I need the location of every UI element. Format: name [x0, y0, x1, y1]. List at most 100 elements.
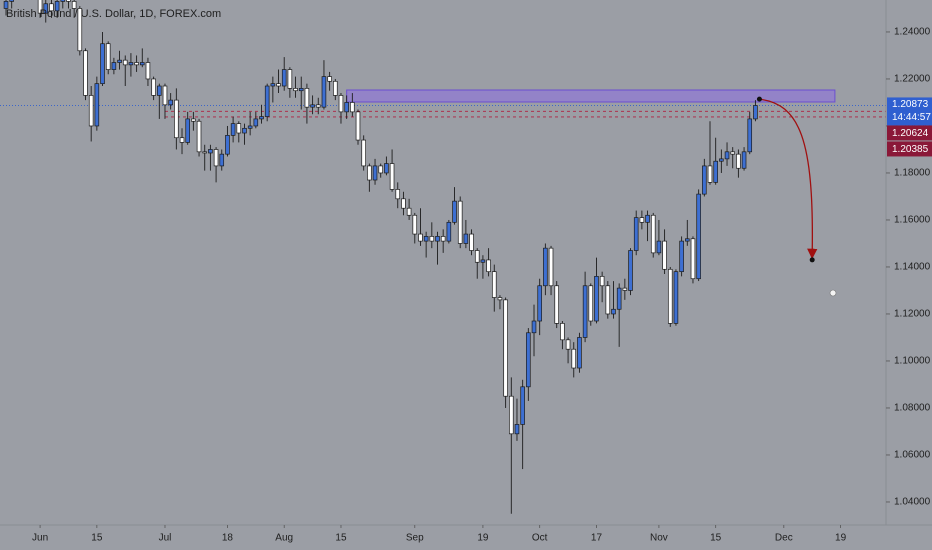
candle-body: [315, 104, 321, 108]
candle-body: [37, 0, 43, 14]
candle-body: [378, 165, 384, 174]
candle-body: [594, 276, 599, 322]
candle-body: [60, 0, 66, 2]
candle-body: [350, 102, 355, 113]
candle-body: [333, 80, 338, 96]
candle-body: [83, 50, 88, 96]
y-tick-label: 1.18000: [894, 168, 931, 179]
candle-body: [310, 104, 315, 108]
y-tick-label: 1.24000: [894, 27, 931, 38]
level-price-label: 1.20624: [892, 128, 929, 139]
x-tick-label: Oct: [532, 533, 548, 544]
candle-body: [531, 320, 537, 334]
candle-body: [304, 88, 310, 108]
x-tick-label: 15: [335, 533, 347, 544]
y-tick-label: 1.22000: [894, 74, 931, 85]
candle-body: [605, 285, 611, 315]
x-tick-label: Jul: [159, 533, 172, 544]
candle-body: [667, 268, 673, 324]
candle-body: [469, 233, 474, 251]
candle-body: [628, 250, 633, 291]
candle-body: [355, 111, 361, 141]
candle-body: [645, 214, 650, 223]
chart-title: British Pound / U.S. Dollar, 1D, FOREX.c…: [6, 8, 221, 20]
candle-body: [685, 238, 690, 242]
candle-body: [43, 3, 49, 14]
candle-body: [713, 160, 718, 183]
candle-body: [736, 153, 741, 169]
candle-body: [128, 62, 134, 66]
arrow-end-dot: [809, 257, 815, 263]
candle-body: [543, 247, 548, 287]
candle-body: [639, 217, 645, 223]
candle-body: [88, 95, 94, 127]
candle-body: [401, 198, 406, 209]
candle-body: [230, 123, 236, 136]
candle-body: [440, 236, 446, 242]
candle-body: [446, 221, 452, 242]
y-tick-label: 1.16000: [894, 215, 931, 226]
x-tick-label: 15: [91, 533, 103, 544]
y-tick-label: 1.08000: [894, 403, 931, 414]
x-tick-label: 15: [710, 533, 722, 544]
x-tick-label: Sep: [406, 533, 424, 544]
candle-body: [49, 3, 54, 12]
candle-body: [599, 276, 605, 287]
candle-body: [338, 95, 344, 113]
candle-body: [491, 271, 497, 298]
candle-body: [582, 285, 588, 338]
y-tick-label: 1.12000: [894, 309, 931, 320]
candle-body: [418, 233, 423, 242]
y-tick-label: 1.04000: [894, 497, 931, 508]
candle-body: [372, 165, 378, 181]
candle-body: [520, 386, 525, 425]
candle-body: [185, 118, 190, 143]
candle-body: [3, 1, 9, 9]
candle-body: [611, 308, 616, 315]
candle-body: [191, 118, 196, 122]
y-tick-label: 1.10000: [894, 356, 931, 367]
candle-body: [77, 8, 83, 52]
candle-body: [196, 120, 202, 153]
candle-body: [633, 217, 639, 251]
candle-body: [526, 332, 531, 388]
candle-body: [724, 151, 730, 160]
candle-body: [560, 323, 565, 341]
candle-body: [105, 43, 111, 70]
candle-body: [174, 99, 179, 139]
candle-body: [719, 158, 724, 162]
candle-body: [219, 153, 225, 167]
candle-body: [474, 250, 480, 263]
level-price-box: [887, 141, 932, 157]
candle-body: [429, 236, 435, 242]
x-tick-label: Aug: [275, 533, 293, 544]
candle-body: [537, 285, 542, 322]
candle-body: [122, 59, 128, 66]
candle-body: [565, 339, 571, 350]
candle-body: [162, 85, 168, 106]
candle-body: [503, 299, 508, 397]
candle-body: [259, 116, 264, 120]
candle-body: [423, 236, 429, 242]
candle-body: [9, 0, 14, 2]
candle-body: [151, 78, 156, 96]
candle-body: [145, 62, 151, 80]
candle-body: [225, 135, 230, 155]
candle-body: [707, 165, 713, 183]
candle-body: [287, 69, 293, 89]
candle-body: [270, 83, 276, 87]
candle-body: [588, 285, 594, 322]
candle-body: [361, 139, 366, 167]
candle-body: [367, 165, 372, 181]
candle-body: [662, 240, 667, 270]
candle-body: [71, 1, 77, 9]
y-tick-label: 1.14000: [894, 262, 931, 273]
candle-body: [276, 83, 281, 87]
candle-body: [452, 200, 457, 223]
plot-area: [0, 0, 886, 514]
candle-body: [577, 337, 582, 369]
candle-body: [247, 125, 253, 129]
candle-body: [690, 238, 696, 280]
candle-body: [111, 62, 117, 70]
last-price-label: 1.20873: [892, 99, 929, 110]
